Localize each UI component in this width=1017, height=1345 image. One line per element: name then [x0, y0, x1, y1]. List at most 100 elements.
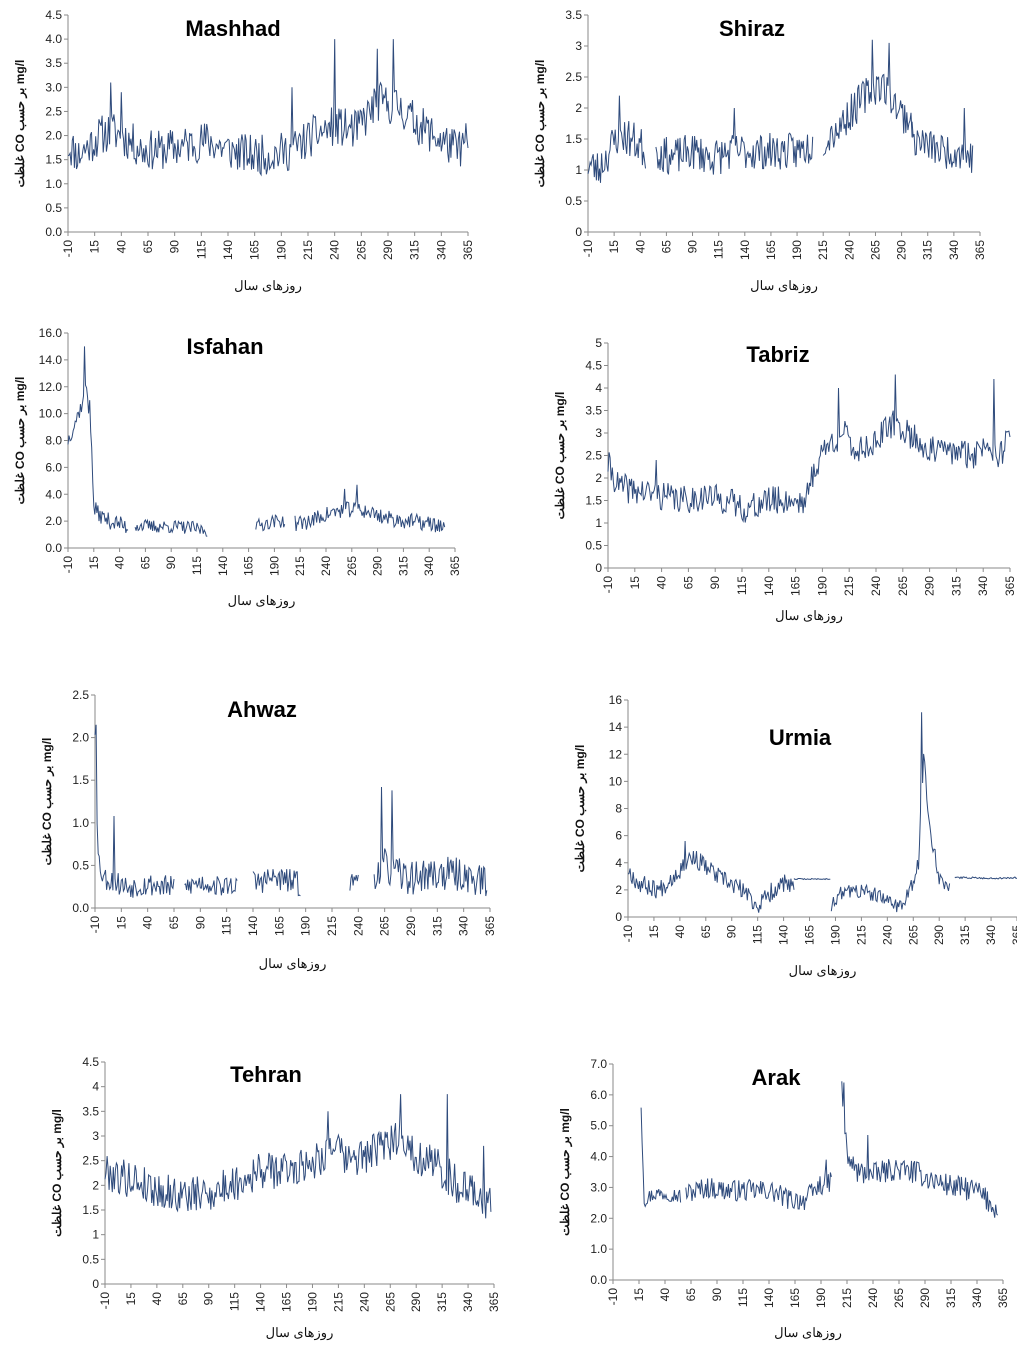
chart-ahwaz: 0.0 0.5 1.0 1.5 2.0 2.5 -10 15 40 65 90 115 140 165 19… [40, 688, 497, 972]
x-tick-label: 40 [114, 240, 128, 254]
x-tick-label: 15 [607, 240, 621, 254]
x-tick-label: 365 [483, 916, 497, 936]
x-tick-label: 190 [274, 240, 288, 260]
y-tick-label: 1 [595, 516, 602, 530]
y-tick-label: 0.5 [565, 194, 582, 208]
y-tick-label: 2 [92, 1178, 99, 1192]
y-tick-label: 10.0 [39, 407, 63, 421]
x-tick-label: 265 [345, 556, 359, 576]
y-tick-label: 16 [609, 693, 623, 707]
x-tick-label: 215 [331, 1292, 345, 1312]
series-line-ahwaz-segment-3 [252, 869, 301, 897]
y-tick-label: 0 [615, 910, 622, 924]
x-tick-label: 240 [319, 556, 333, 576]
x-tick-label: 90 [710, 1288, 724, 1302]
x-tick-label: 65 [659, 240, 673, 254]
x-tick-label: 265 [378, 916, 392, 936]
x-tick-label: 215 [816, 240, 830, 260]
y-tick-label: 10 [609, 774, 623, 788]
x-tick-label: -10 [61, 240, 75, 258]
x-tick-label: 190 [790, 240, 804, 260]
x-tick-label: 15 [124, 1292, 138, 1306]
x-tick-label: 40 [141, 916, 155, 930]
x-tick-label: 65 [699, 925, 713, 939]
y-tick-label: 0.5 [45, 201, 62, 215]
series-line-shiraz-segment-2 [655, 107, 814, 175]
y-tick-label: 5.0 [590, 1119, 607, 1133]
x-tick-label: 90 [168, 240, 182, 254]
x-tick-label: 290 [918, 1288, 932, 1308]
x-tick-label: 315 [396, 556, 410, 576]
y-tick-label: 4.0 [590, 1150, 607, 1164]
x-tick-label: 90 [686, 240, 700, 254]
x-tick-label: 140 [762, 576, 776, 596]
y-tick-label: 3.0 [45, 80, 62, 94]
x-tick-label: 65 [176, 1292, 190, 1306]
y-tick-label: 1 [92, 1228, 99, 1242]
x-tick-label: 115 [228, 1292, 242, 1311]
x-tick-label: 340 [461, 1292, 475, 1312]
x-tick-label: 115 [220, 916, 234, 935]
y-tick-label: 0 [575, 225, 582, 239]
x-tick-label: 315 [408, 240, 422, 260]
x-tick-label: 165 [789, 576, 803, 596]
y-tick-label: 4.5 [82, 1055, 99, 1069]
series-line-urmia-segment-2 [793, 877, 831, 881]
y-axis-label: غلظت CO بر حسب mg/l [573, 745, 588, 873]
series-line-urmia-segment-4 [954, 876, 1017, 880]
y-tick-label: 0.5 [82, 1252, 99, 1266]
series-line-urmia-segment-3 [830, 712, 951, 913]
y-tick-label: 4 [92, 1080, 99, 1094]
chart-urmia: 0 2 4 6 8 10 12 14 16 -10 15 40 65 90 115 140 165 190 215 2… [573, 693, 1017, 979]
chart-title: Isfahan [186, 334, 263, 359]
x-tick-label: 190 [267, 556, 281, 576]
series-line-shiraz-segment-4 [911, 107, 974, 173]
x-tick-label: 165 [242, 556, 256, 576]
x-tick-label: 240 [866, 1288, 880, 1308]
x-tick-label: 290 [409, 1292, 423, 1312]
x-tick-label: 215 [325, 916, 339, 936]
y-tick-label: 4 [615, 856, 622, 870]
y-tick-label: 3 [595, 426, 602, 440]
chart-title: Mashhad [185, 16, 280, 41]
y-axis-label: غلظت CO بر حسب mg/l [13, 377, 28, 505]
chart-title: Urmia [769, 725, 832, 750]
x-tick-label: 315 [958, 925, 972, 945]
x-axis-label: روزهای سال [750, 278, 818, 294]
y-tick-label: 0.5 [585, 539, 602, 553]
x-tick-label: 340 [947, 240, 961, 260]
chart-title: Shiraz [719, 16, 785, 41]
y-tick-label: 0.0 [72, 901, 89, 915]
y-tick-label: 0 [595, 561, 602, 575]
y-tick-label: 6.0 [590, 1088, 607, 1102]
x-tick-label: 40 [673, 925, 687, 939]
x-tick-label: 240 [869, 576, 883, 596]
x-tick-label: 15 [632, 1288, 646, 1302]
x-tick-label: 365 [448, 556, 462, 576]
x-tick-label: 90 [708, 576, 722, 590]
y-tick-label: 1 [575, 163, 582, 177]
series-line-ahwaz-segment-4 [349, 874, 359, 891]
x-tick-label: 40 [150, 1292, 164, 1306]
x-tick-label: 140 [221, 240, 235, 260]
x-tick-label: 65 [141, 240, 155, 254]
y-axis-label: غلظت CO بر حسب mg/l [533, 60, 548, 188]
x-tick-label: 365 [996, 1288, 1010, 1308]
x-tick-label: 15 [647, 925, 661, 939]
x-tick-label: 140 [777, 925, 791, 945]
y-tick-label: 2.5 [565, 70, 582, 84]
x-tick-label: 315 [944, 1288, 958, 1308]
y-tick-label: 1.5 [72, 773, 89, 787]
y-tick-label: 6 [615, 829, 622, 843]
x-tick-label: 65 [684, 1288, 698, 1302]
y-axis-label: غلظت CO بر حسب mg/l [558, 1108, 573, 1236]
x-tick-label: 315 [435, 1292, 449, 1312]
x-tick-label: 65 [681, 576, 695, 590]
x-tick-label: 365 [1010, 925, 1017, 945]
x-tick-label: 190 [299, 916, 313, 936]
y-tick-label: 3 [92, 1129, 99, 1143]
y-tick-label: 4.5 [45, 8, 62, 22]
y-tick-label: 3.5 [585, 404, 602, 418]
series-line-isfahan-segment-3 [255, 514, 286, 532]
y-tick-label: 3.5 [45, 56, 62, 70]
